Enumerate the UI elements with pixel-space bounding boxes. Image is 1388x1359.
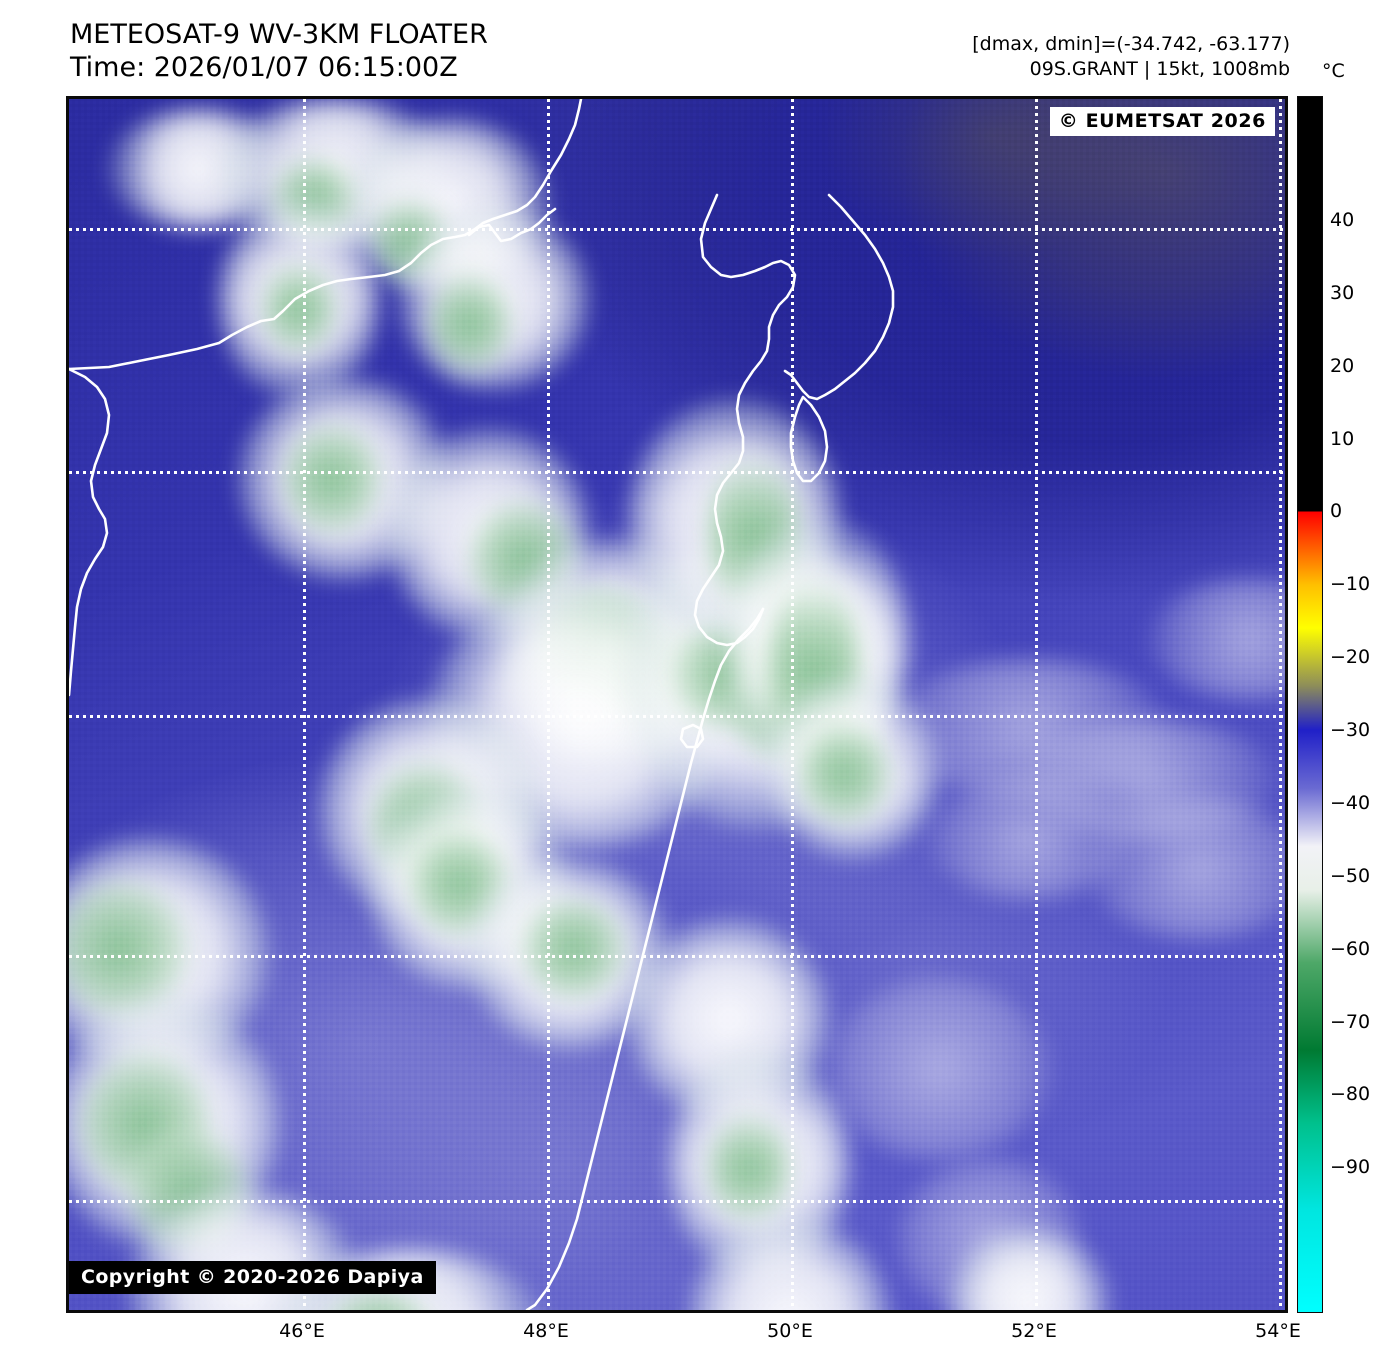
gridline-lat-24 xyxy=(69,1200,1285,1203)
gridline-lat-18 xyxy=(69,471,1285,474)
colorbar-tick-label: −80 xyxy=(1330,1083,1371,1106)
gridline-lat-22 xyxy=(69,955,1285,958)
gridline-lon-48 xyxy=(547,99,550,1310)
eumetsat-copyright-badge: © EUMETSAT 2026 xyxy=(1049,107,1275,136)
plot-inner: © EUMETSAT 2026 Copyright © 2020-2026 Da… xyxy=(69,99,1285,1310)
colorbar-unit-label: °C xyxy=(1322,60,1345,82)
gridline-lon-50 xyxy=(791,99,794,1310)
satellite-image-plot[interactable]: © EUMETSAT 2026 Copyright © 2020-2026 Da… xyxy=(66,96,1288,1313)
gridline-lat-16 xyxy=(69,228,1285,231)
dmax-dmin-label: [dmax, dmin]=(-34.742, -63.177) xyxy=(972,33,1290,55)
gridline-lon-52 xyxy=(1035,99,1038,1310)
colorbar-tick-label: −70 xyxy=(1330,1010,1371,1033)
colorbar-tick-label: −50 xyxy=(1330,864,1371,887)
colorbar-tick-label: −60 xyxy=(1330,937,1371,960)
gridline-lon-46 xyxy=(303,99,306,1310)
time-label: Time: 2026/01/07 06:15:00Z xyxy=(70,52,458,83)
storm-info-label: 09S.GRANT | 15kt, 1008mb xyxy=(1029,58,1290,80)
colorbar-tick-label: −10 xyxy=(1330,573,1371,596)
colorbar-tick-label: 30 xyxy=(1330,281,1355,304)
gridline-lon-54 xyxy=(1279,99,1282,1310)
colorbar-tick-label: −30 xyxy=(1330,719,1371,741)
dapiya-copyright-badge: Copyright © 2020-2026 Dapiya xyxy=(69,1261,436,1294)
colorbar-gradient xyxy=(1298,97,1322,1312)
x-tick-label: 52°E xyxy=(1011,1320,1057,1342)
x-tick-label: 54°E xyxy=(1255,1320,1301,1342)
x-tick-label: 46°E xyxy=(279,1320,325,1342)
colorbar-tick-label: 10 xyxy=(1330,427,1355,450)
x-tick-label: 48°E xyxy=(523,1320,569,1342)
title-block: METEOSAT-9 WV-3KM FLOATER Time: 2026/01/… xyxy=(70,18,488,84)
colorbar[interactable] xyxy=(1297,96,1323,1313)
gridline-lat-20 xyxy=(69,715,1285,718)
colorbar-tick-label: −20 xyxy=(1330,646,1371,669)
colorbar-tick-label: −40 xyxy=(1330,791,1371,814)
colorbar-tick-label: 20 xyxy=(1330,354,1355,377)
colorbar-tick-label: 0 xyxy=(1330,500,1343,523)
colorbar-tick-label: −90 xyxy=(1330,1156,1371,1179)
colorbar-tick-label: 40 xyxy=(1330,208,1355,231)
graticule xyxy=(69,99,1285,1310)
x-tick-label: 50°E xyxy=(767,1320,813,1342)
metadata-block: [dmax, dmin]=(-34.742, -63.177) 09S.GRAN… xyxy=(972,32,1290,82)
page-title: METEOSAT-9 WV-3KM FLOATER xyxy=(70,19,488,50)
